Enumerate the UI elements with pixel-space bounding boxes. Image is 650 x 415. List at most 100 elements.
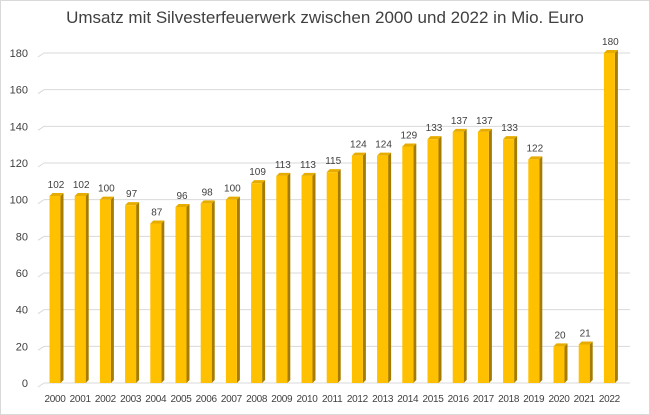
gridline-depth <box>37 89 45 95</box>
data-label: 122 <box>526 143 543 154</box>
data-label: 133 <box>501 123 518 134</box>
bar <box>225 199 237 383</box>
bar-side <box>362 152 366 383</box>
data-label: 98 <box>202 187 214 198</box>
data-label: 102 <box>73 180 90 191</box>
x-tick-label: 2001 <box>70 394 92 405</box>
x-tick-label: 2012 <box>347 394 369 405</box>
gridline-depth <box>37 125 45 131</box>
x-tick-label: 2010 <box>296 394 318 405</box>
data-label: 133 <box>426 123 443 134</box>
data-label: 129 <box>400 131 417 142</box>
bar-top <box>452 128 467 132</box>
x-tick-label: 2019 <box>523 394 545 405</box>
y-tick-label: 60 <box>16 268 28 280</box>
data-label: 97 <box>126 189 138 200</box>
bar <box>528 159 540 383</box>
y-tick-label: 0 <box>22 378 28 390</box>
x-tick-label: 2020 <box>548 394 570 405</box>
bar <box>175 207 187 383</box>
x-tick-label: 2014 <box>397 394 419 405</box>
bar-side <box>463 128 467 383</box>
y-tick-label: 140 <box>10 121 28 133</box>
data-label: 124 <box>350 140 367 151</box>
bar <box>603 53 615 383</box>
bar-top <box>503 136 518 140</box>
bar-side <box>236 196 240 383</box>
bar-top <box>477 128 492 132</box>
bar <box>150 223 162 383</box>
x-tick-label: 2002 <box>95 394 117 405</box>
x-tick-label: 2006 <box>196 394 218 405</box>
data-label: 87 <box>151 208 163 219</box>
x-tick-label: 2008 <box>246 394 268 405</box>
data-label: 102 <box>48 180 65 191</box>
data-label: 21 <box>580 329 592 340</box>
bar-top <box>175 204 190 207</box>
bar <box>251 183 263 383</box>
y-tick-label: 20 <box>16 341 28 353</box>
bar <box>452 131 464 383</box>
bar-side <box>186 204 190 383</box>
gridline-depth <box>37 345 45 351</box>
bar-top <box>553 343 568 347</box>
x-tick-label: 2004 <box>145 394 167 405</box>
bar <box>301 175 313 383</box>
x-tick-label: 2016 <box>448 394 470 405</box>
bar-side <box>110 196 114 383</box>
bar-top <box>427 136 442 140</box>
bar <box>125 205 137 383</box>
bar-side <box>60 193 64 383</box>
bar <box>427 139 439 383</box>
bar-top <box>276 172 291 176</box>
gridline-depth <box>37 272 45 278</box>
bar-top <box>125 202 140 206</box>
bar <box>503 139 515 383</box>
gridline-depth <box>37 309 45 315</box>
x-tick-label: 2005 <box>170 394 192 405</box>
chart-title: Umsatz mit Silvesterfeuerwerk zwischen 2… <box>66 8 584 27</box>
gridline-depth <box>37 162 45 168</box>
bar-side <box>262 180 266 383</box>
bar-side <box>514 136 518 383</box>
x-tick-label: 2018 <box>498 394 520 405</box>
x-tick-label: 2007 <box>221 394 243 405</box>
bar <box>49 196 61 383</box>
bar-side <box>161 220 165 383</box>
bar <box>553 346 565 383</box>
bar-top <box>49 193 64 196</box>
bar-side <box>438 136 442 383</box>
x-tick-label: 2013 <box>372 394 394 405</box>
bar-side <box>337 169 341 383</box>
y-tick-label: 180 <box>10 48 28 60</box>
bar-side <box>388 152 392 383</box>
x-tick-label: 2015 <box>422 394 444 405</box>
bar-top <box>603 50 618 53</box>
bar-top <box>528 156 543 160</box>
data-label: 124 <box>375 140 392 151</box>
bar-top <box>225 196 240 200</box>
bar-side <box>564 343 568 383</box>
data-label: 180 <box>602 37 619 48</box>
data-label: 115 <box>325 156 341 167</box>
bar-top <box>74 193 89 196</box>
bar-top <box>402 143 417 147</box>
bar <box>326 172 338 383</box>
data-label: 96 <box>176 191 188 202</box>
data-label: 137 <box>476 116 493 127</box>
y-tick-label: 120 <box>10 158 28 170</box>
data-label: 137 <box>451 116 468 127</box>
x-tick-label: 2022 <box>599 394 621 405</box>
bar-side <box>136 202 140 383</box>
x-tick-label: 2021 <box>574 394 596 405</box>
x-tick-label: 2003 <box>120 394 142 405</box>
y-tick-label: 40 <box>16 305 28 317</box>
x-tick-label: 2009 <box>271 394 293 405</box>
x-tick-label: 2017 <box>473 394 495 405</box>
bar <box>99 199 111 383</box>
bar <box>351 155 363 383</box>
data-label: 100 <box>224 184 241 195</box>
bar-side <box>413 143 417 383</box>
bar-side <box>488 128 492 383</box>
